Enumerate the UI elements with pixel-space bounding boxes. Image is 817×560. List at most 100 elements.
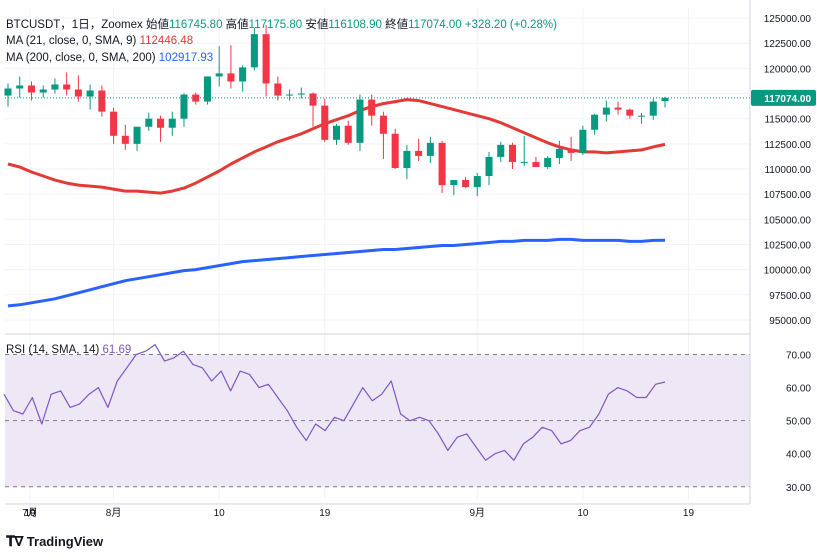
symbol-interval[interactable]: BTCUSDT，1日，Zoomex: [6, 19, 143, 31]
candle-body: [379, 115, 387, 134]
axes: [5, 0, 751, 505]
ma200-path: [7, 237, 666, 308]
ma21-line: [7, 98, 666, 195]
price-tick-label: 112500.00: [764, 140, 811, 151]
candle-body: [27, 85, 35, 93]
rsi-label: RSI (14, SMA, 14): [6, 344, 100, 356]
candle-body: [649, 101, 657, 116]
price-tick-label: 107500.00: [764, 190, 812, 201]
candle-body: [555, 148, 563, 158]
candle-body: [462, 180, 470, 188]
candle-body: [4, 88, 12, 96]
rsi-value: 61.69: [102, 344, 132, 356]
time-tick-label: 19: [319, 508, 331, 519]
candle-body: [356, 99, 364, 143]
price-tick-label: 100000.00: [764, 266, 812, 277]
rsi-path: [3, 344, 666, 461]
candle-body: [638, 115, 646, 117]
candle-body: [250, 34, 258, 68]
candle-body: [239, 67, 247, 82]
candle-body: [426, 142, 434, 156]
tradingview-logo-icon: 𝐓∇: [6, 533, 24, 549]
candle-body: [156, 118, 165, 128]
candle-body: [391, 133, 399, 168]
candle-body: [579, 129, 587, 153]
ma21-legend[interactable]: MA (21, close, 0, SMA, 9) 112446.48: [6, 35, 193, 47]
candle-body: [63, 84, 71, 90]
low-value: 116108.90: [328, 19, 382, 31]
high-value: 117175.80: [248, 19, 303, 31]
candle-body: [544, 157, 552, 167]
time-tick-label: 7月: [22, 507, 38, 519]
high-label: 高値: [225, 19, 249, 31]
time-tick-label: 10: [24, 508, 36, 519]
rsi-legend[interactable]: RSI (14, SMA, 14) 61.69: [6, 344, 131, 356]
rsi-line: [3, 344, 666, 461]
rsi-band: [5, 354, 750, 488]
candles: [4, 25, 669, 197]
candle-body: [86, 90, 94, 97]
time-tick-label: 8月: [106, 507, 122, 519]
price-axis-labels: 95000.00 97500.00 100000.00 102500.00 105000…: [764, 14, 812, 494]
candle-body: [614, 107, 622, 110]
candle-body: [602, 107, 610, 115]
candle-body: [567, 148, 575, 153]
candle-body: [145, 118, 153, 127]
price-tick-label: 102500.00: [764, 240, 812, 251]
candle-body: [16, 85, 24, 89]
ma200-label: MA (200, close, 0, SMA, 200): [6, 52, 156, 64]
last-price-tag-bg: [751, 89, 816, 106]
candle-body: [180, 94, 188, 119]
price-tick-label: 97500.00: [769, 291, 811, 302]
ma200-legend[interactable]: MA (200, close, 0, SMA, 200) 102917.93: [6, 52, 213, 64]
change-value: +328.20 (+0.28%): [464, 19, 557, 31]
time-tick-label: 10: [214, 508, 226, 519]
candle-body: [51, 84, 59, 90]
candle-body: [415, 150, 423, 156]
candle-body: [98, 90, 106, 112]
candle-body: [274, 83, 282, 96]
candle-body: [110, 111, 118, 136]
candle-body: [368, 99, 376, 116]
candle-body: [332, 125, 341, 140]
rsi-tick-label: 70.00: [786, 351, 811, 362]
candle-body: [309, 93, 317, 106]
rsi-tick-label: 50.00: [786, 417, 811, 428]
tradingview-logo[interactable]: 𝐓∇ TradingView: [6, 533, 103, 550]
candle-body: [450, 180, 458, 186]
candle-body: [133, 126, 141, 144]
price-tick-label: 110000.00: [764, 165, 811, 176]
candle-body: [168, 118, 176, 128]
tradingview-brand: TradingView: [26, 534, 104, 549]
candle-body: [661, 97, 669, 102]
open-value: 116745.80: [168, 19, 223, 31]
ma21-value: 112446.48: [139, 35, 194, 47]
rsi-tick-label: 60.00: [786, 384, 811, 395]
candle-body: [215, 73, 223, 77]
time-tick-label: 9月: [470, 507, 486, 519]
candle-body: [344, 125, 352, 143]
candle-body: [485, 156, 493, 177]
candle-body: [497, 144, 505, 157]
candle-body: [286, 94, 294, 96]
last-price-tag: 117074.00: [751, 89, 816, 106]
price-tick-label: 122500.00: [764, 39, 812, 50]
rsi-tick-label: 40.00: [786, 450, 811, 461]
close-label: 終値: [385, 19, 409, 31]
candle-body: [508, 144, 517, 162]
candle-body: [262, 34, 270, 84]
ma200-value: 102917.93: [158, 52, 214, 64]
ma21-label: MA (21, close, 0, SMA, 9): [6, 35, 137, 47]
time-tick-label: 19: [683, 508, 695, 519]
price-tick-label: 95000.00: [769, 316, 811, 327]
price-tick-label: 115000.00: [764, 115, 811, 126]
candle-body: [192, 94, 200, 102]
ma21-path: [7, 98, 666, 195]
rsi-tick-label: 30.00: [786, 483, 811, 494]
candle-body: [626, 109, 634, 116]
candle-body: [74, 89, 82, 97]
low-label: 安値: [305, 19, 329, 31]
candle-body: [121, 135, 129, 144]
